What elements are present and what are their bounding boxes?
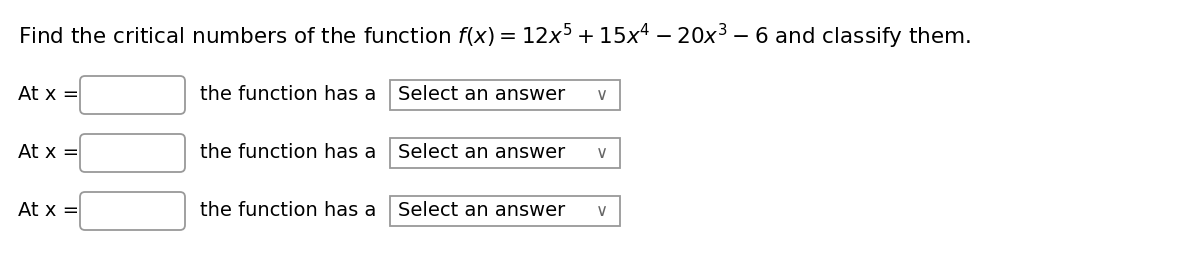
FancyBboxPatch shape xyxy=(80,76,185,114)
Text: ∨: ∨ xyxy=(596,86,608,104)
Text: Select an answer: Select an answer xyxy=(398,86,565,104)
FancyBboxPatch shape xyxy=(390,138,620,168)
FancyBboxPatch shape xyxy=(390,196,620,226)
Text: Find the critical numbers of the function $f(x) = 12x^5 + 15x^4 - 20x^3 - 6$ and: Find the critical numbers of the functio… xyxy=(18,22,971,51)
FancyBboxPatch shape xyxy=(390,80,620,110)
Text: At x =: At x = xyxy=(18,86,79,104)
Text: the function has a: the function has a xyxy=(200,201,377,221)
Text: the function has a: the function has a xyxy=(200,86,377,104)
Text: ∨: ∨ xyxy=(596,144,608,162)
Text: At x =: At x = xyxy=(18,201,79,221)
Text: Select an answer: Select an answer xyxy=(398,201,565,221)
Text: Select an answer: Select an answer xyxy=(398,144,565,163)
FancyBboxPatch shape xyxy=(80,192,185,230)
FancyBboxPatch shape xyxy=(80,134,185,172)
Text: At x =: At x = xyxy=(18,144,79,163)
Text: ∨: ∨ xyxy=(596,202,608,220)
Text: the function has a: the function has a xyxy=(200,144,377,163)
